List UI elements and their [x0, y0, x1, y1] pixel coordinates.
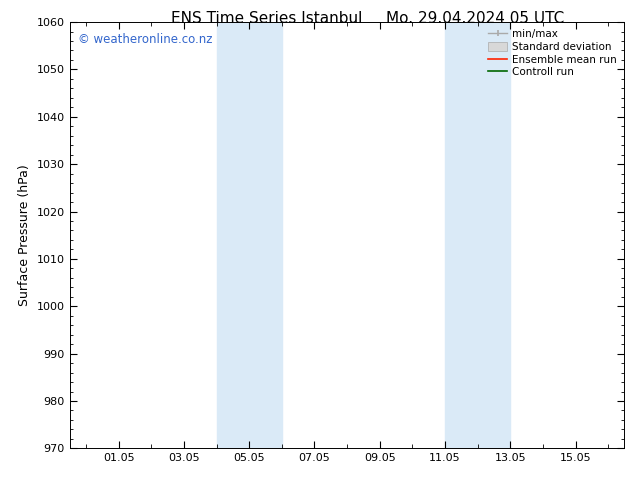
- Bar: [217, 22, 282, 448]
- Bar: [445, 22, 510, 448]
- Legend: min/max, Standard deviation, Ensemble mean run, Controll run: min/max, Standard deviation, Ensemble me…: [486, 27, 619, 79]
- Y-axis label: Surface Pressure (hPa): Surface Pressure (hPa): [18, 164, 31, 306]
- Text: ENS Time Series Istanbul: ENS Time Series Istanbul: [171, 11, 362, 26]
- Text: © weatheronline.co.nz: © weatheronline.co.nz: [78, 33, 212, 46]
- Text: Mo. 29.04.2024 05 UTC: Mo. 29.04.2024 05 UTC: [386, 11, 565, 26]
